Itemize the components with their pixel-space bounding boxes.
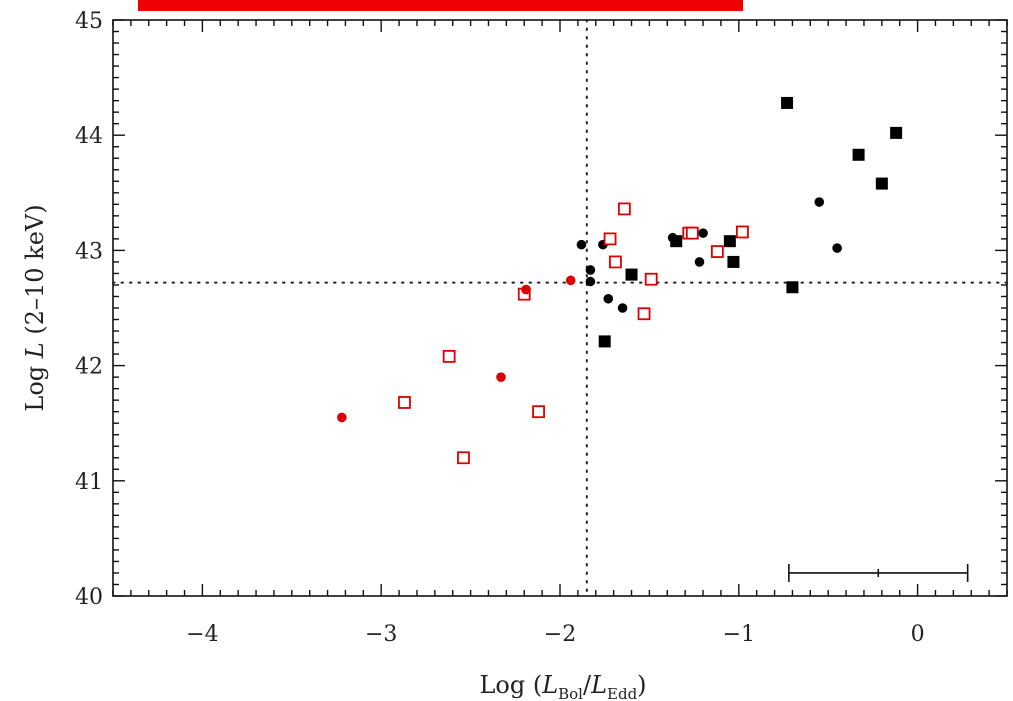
data-point-open-square [685, 226, 699, 240]
data-point-filled-circle [585, 276, 596, 287]
y-tick-label: 45 [75, 9, 103, 34]
data-point-filled-circle [337, 412, 347, 423]
y-tick-label: 43 [75, 239, 103, 264]
x-tick-label: −4 [186, 622, 218, 647]
x-tick-label: −1 [723, 622, 755, 647]
redaction-bar [138, 0, 743, 11]
x-axis-title-prefix: Log ( [479, 671, 542, 699]
data-point-open-square [609, 255, 622, 269]
x-axis-slash: / [583, 671, 592, 699]
data-point-filled-square [625, 268, 638, 281]
data-point-open-square [532, 405, 545, 419]
x-axis-var1: L [541, 671, 558, 699]
tick-labels: −4 −3 −2 −1 0 40 41 42 43 44 45 [75, 9, 925, 647]
x-axis-title: Log (LBol/LEdd) [479, 671, 646, 701]
y-tick-label: 40 [75, 585, 103, 610]
data-point-open-square [637, 307, 651, 321]
data-point-filled-circle [832, 243, 842, 253]
data-point-filled-square [786, 281, 799, 294]
data-point-filled-circle [694, 257, 705, 267]
data-point-open-square [603, 232, 617, 246]
data-point-open-square [735, 225, 749, 239]
axis-ticks [112, 19, 1008, 597]
data-point-open-square [710, 245, 724, 258]
data-point-filled-circle [521, 284, 531, 295]
data-point-filled-square [890, 126, 903, 139]
x-axis-sub2: Edd [607, 685, 638, 701]
data-point-filled-circle [565, 275, 576, 286]
data-point-filled-circle [496, 372, 506, 382]
data-point-filled-square [723, 235, 736, 248]
x-axis-close: ) [637, 671, 646, 699]
y-axis-title-prefix: Log [21, 358, 49, 411]
data-point-filled-circle [576, 239, 587, 250]
data-point-open-square [457, 451, 470, 465]
x-tick-label: −3 [365, 622, 397, 647]
data-point-open-square [617, 202, 631, 216]
plot-border [112, 19, 1008, 597]
data-point-filled-square [727, 255, 740, 268]
y-tick-label: 44 [75, 124, 103, 149]
x-axis-sub1: Bol [558, 685, 583, 701]
x-tick-label: −2 [544, 622, 576, 647]
error-bar [788, 563, 969, 582]
data-point-filled-circle [698, 228, 708, 238]
y-tick-label: 41 [75, 470, 103, 495]
y-axis-title: Log L (2–10 keV) [21, 204, 49, 411]
reference-lines [112, 19, 1008, 597]
data-point-filled-circle [585, 265, 596, 275]
data-point-filled-square [598, 335, 611, 348]
data-point-filled-circle [603, 293, 614, 304]
data-point-filled-circle [667, 232, 678, 243]
data-point-filled-square [852, 148, 865, 161]
y-axis-title-rest: (2–10 keV) [21, 204, 49, 342]
y-tick-label: 42 [75, 355, 103, 380]
data-point-filled-square [781, 96, 794, 109]
data-point-filled-circle [814, 197, 825, 207]
data-point-open-square [398, 396, 411, 409]
data-point-filled-square [875, 177, 888, 190]
data-point-open-square [644, 272, 658, 286]
data-point-open-square [442, 349, 456, 363]
data-points [337, 96, 903, 465]
x-axis-var2: L [590, 671, 607, 699]
x-tick-label: 0 [911, 622, 925, 647]
data-point-filled-circle [617, 303, 628, 313]
y-axis-var: L [21, 342, 49, 359]
plot-frame [112, 19, 1008, 597]
